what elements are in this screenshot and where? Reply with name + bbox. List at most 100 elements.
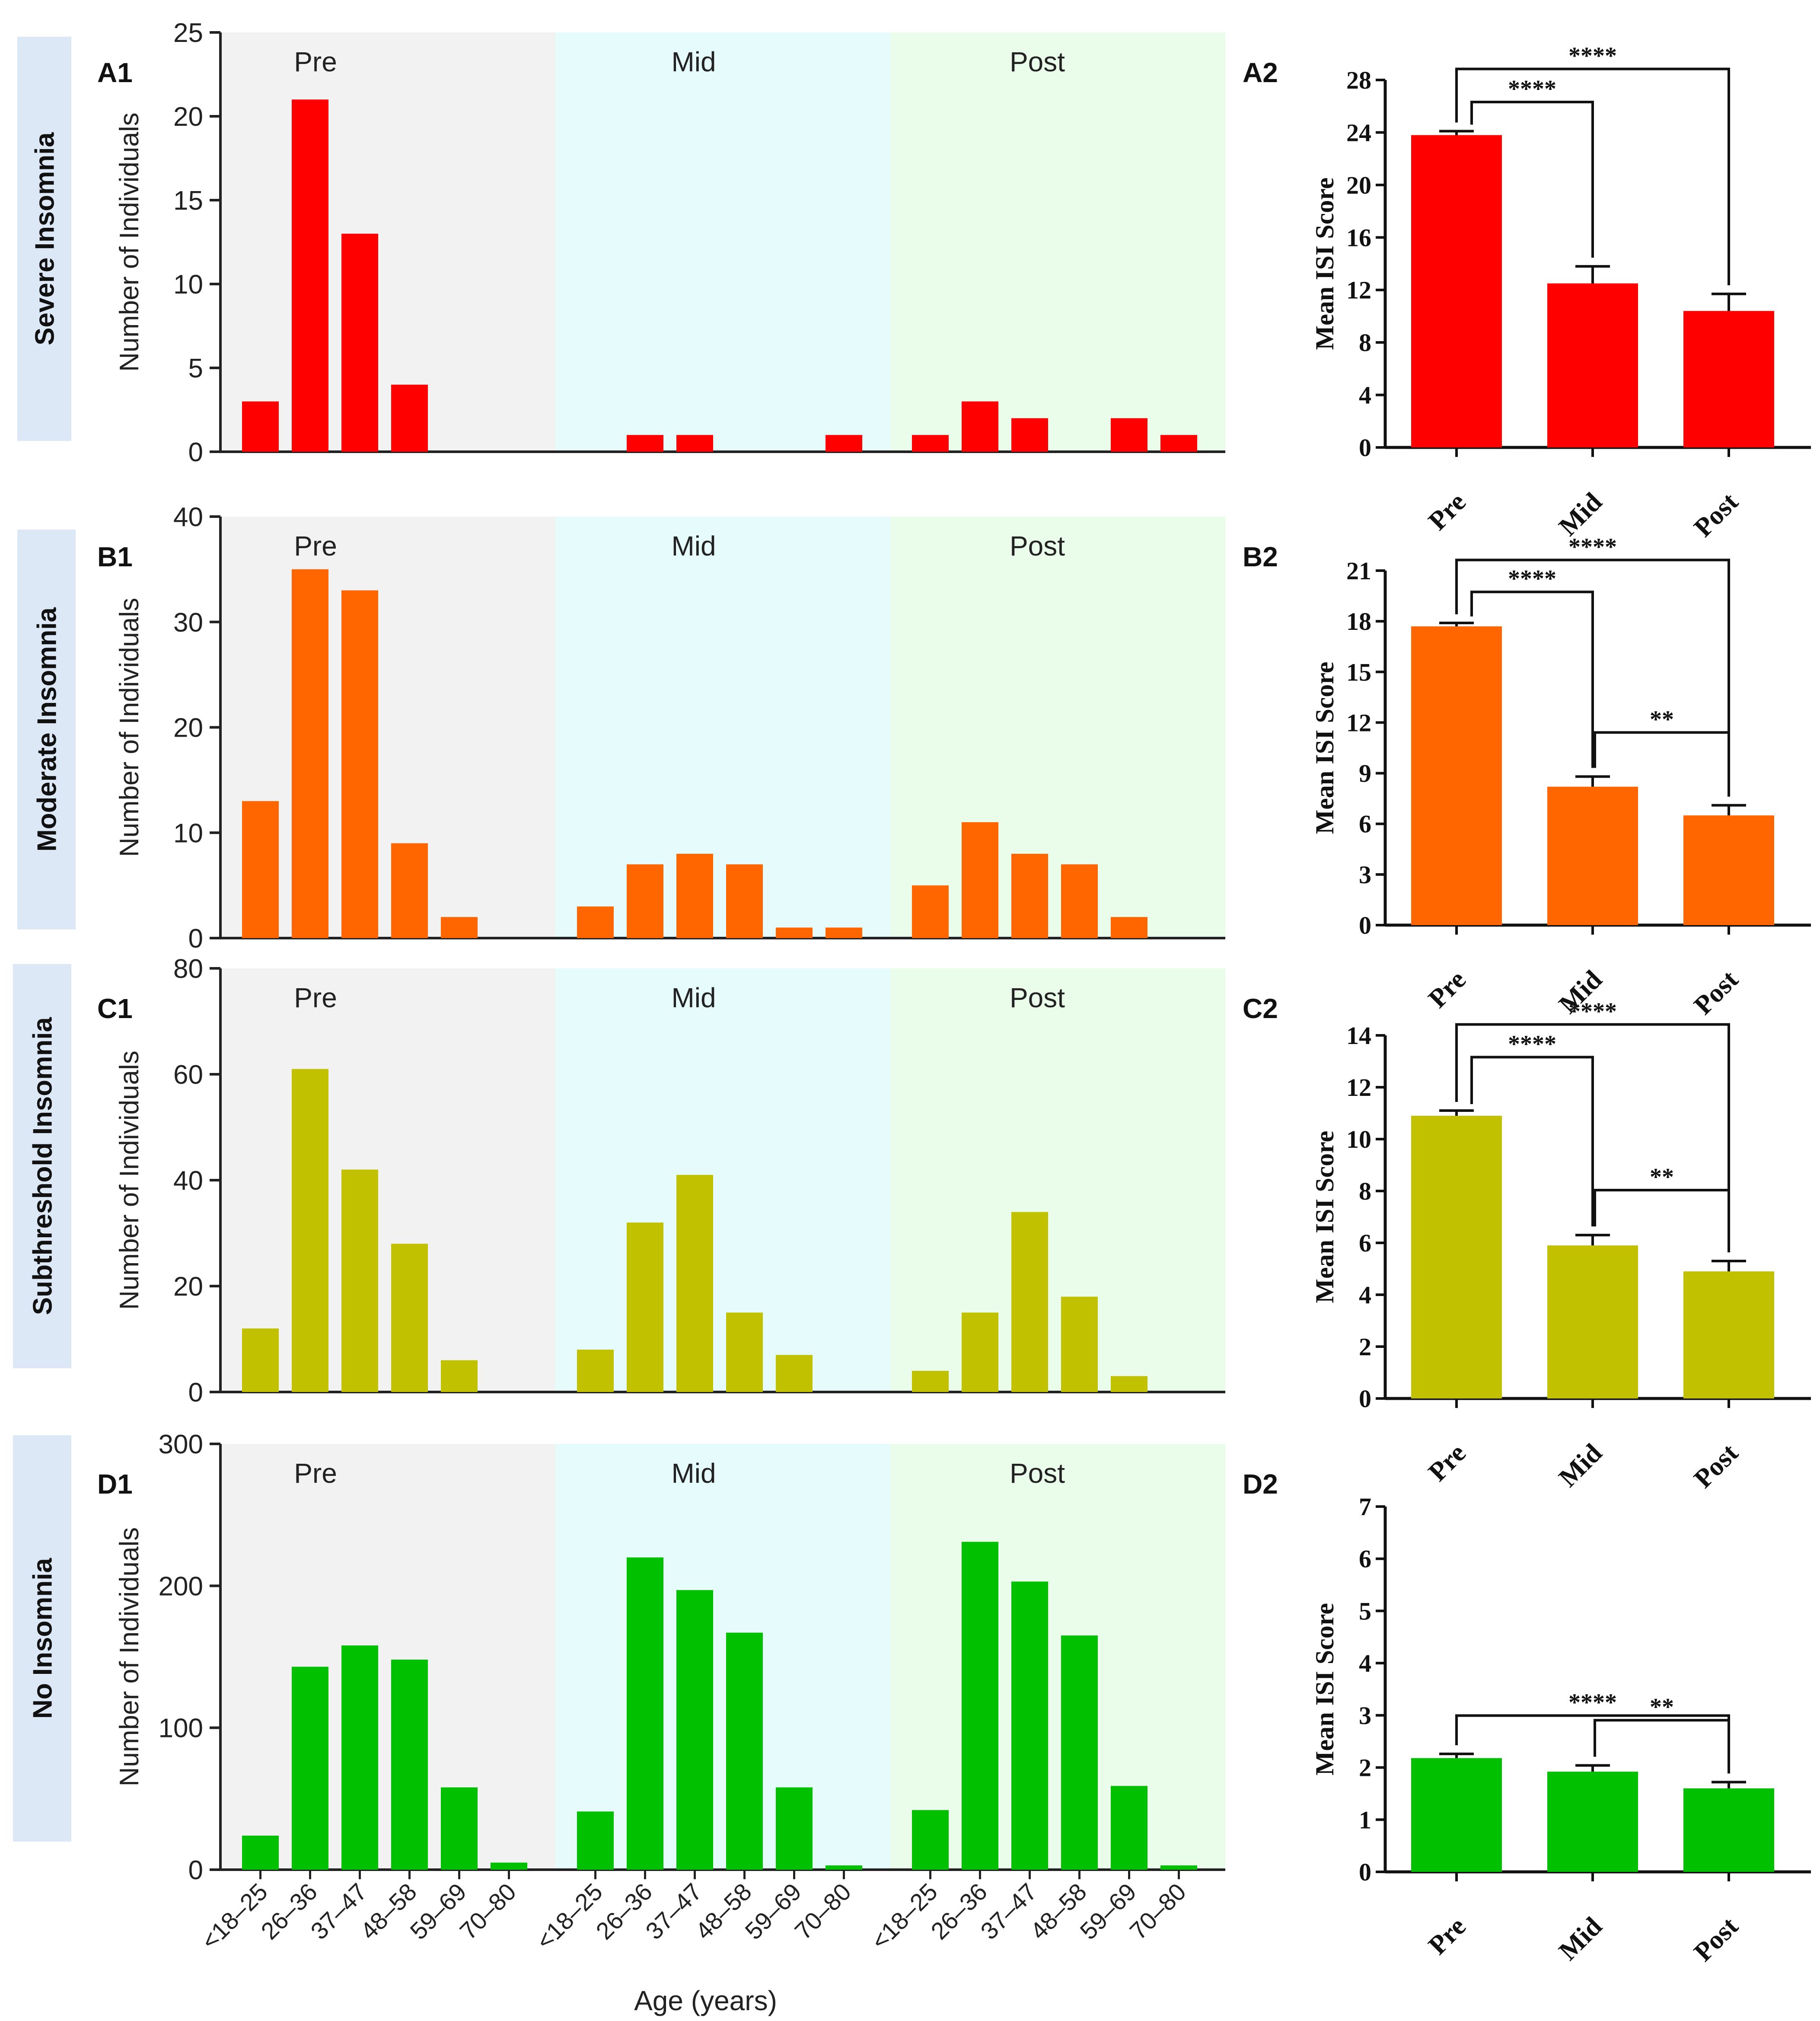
- bar-pre-1: [242, 1328, 279, 1392]
- bar-mid: [1547, 1772, 1638, 1872]
- y-axis-title: Mean ISI Score: [1310, 1603, 1339, 1775]
- period-label: Post: [1010, 982, 1065, 1013]
- period-background-pre: [220, 968, 555, 1392]
- y-axis-title: Mean ISI Score: [1310, 1131, 1339, 1303]
- period-background-post: [890, 32, 1225, 452]
- period-background-mid: [555, 32, 890, 452]
- y-tick-label: 15: [173, 186, 203, 216]
- panel-label: A2: [1243, 57, 1278, 88]
- row-label-1: Severe Insomnia: [17, 37, 71, 441]
- y-tick-label: 6: [1359, 1545, 1371, 1573]
- significance-label: ****: [1568, 1689, 1617, 1716]
- row-label-text: Severe Insomnia: [30, 132, 60, 345]
- bar-mid-3: [676, 1175, 713, 1392]
- x-tick-label: <18–25: [196, 1878, 273, 1955]
- bar-mid-3: [676, 854, 713, 938]
- y-tick-label: 14: [1346, 1022, 1371, 1050]
- bar-pre-6: [491, 1862, 527, 1870]
- y-tick-label: 300: [159, 1430, 203, 1459]
- x-axis-title: Age (years): [634, 1985, 777, 2016]
- y-tick-label: 28: [1346, 66, 1371, 94]
- y-tick-label: 40: [173, 1166, 203, 1196]
- bar-post-6: [1160, 435, 1197, 452]
- row-label-box: [13, 964, 71, 1368]
- significance-label: ****: [1568, 43, 1617, 70]
- y-tick-label: 6: [1359, 810, 1371, 838]
- y-axis-title: Number of Individuals: [115, 112, 144, 372]
- x-tick-label: 37–47: [305, 1878, 372, 1945]
- x-tick-label: 48–58: [690, 1878, 757, 1945]
- y-tick-label: 9: [1359, 760, 1371, 788]
- x-tick-label: <18–25: [866, 1878, 943, 1955]
- significance-bracket: [1594, 731, 1730, 797]
- y-tick-label: 24: [1346, 118, 1371, 147]
- y-tick-label: 18: [1346, 607, 1371, 635]
- y-tick-label: 80: [173, 954, 203, 984]
- period-label: Mid: [671, 1458, 716, 1489]
- x-tick-label: 26–36: [925, 1878, 992, 1945]
- period-label: Pre: [294, 46, 337, 77]
- row-label-box: [17, 37, 71, 441]
- y-tick-label: 2: [1359, 1754, 1371, 1782]
- y-axis-title: Number of Individuals: [115, 598, 144, 857]
- y-axis-title: Number of Individuals: [115, 1527, 144, 1787]
- bar-pre-1: [242, 1836, 279, 1870]
- bar-post-4: [1061, 1296, 1098, 1392]
- period-label: Post: [1010, 1458, 1065, 1489]
- significance-bracket: [1470, 591, 1594, 768]
- x-tick-label: 26–36: [255, 1878, 322, 1945]
- chart-B1: Pre Mid Post 0 10 20 30 40 Number of Individuals…: [97, 502, 1225, 954]
- period-background-mid: [555, 968, 890, 1392]
- significance-label: ****: [1508, 565, 1556, 592]
- y-tick-label: 5: [188, 354, 203, 383]
- period-background-pre: [220, 1444, 555, 1870]
- bar-mid-5: [776, 1355, 813, 1392]
- bar-pre-3: [341, 1645, 378, 1870]
- significance-bracket: [1455, 559, 1730, 797]
- panel-label: B1: [97, 541, 133, 572]
- y-tick-label: 200: [159, 1571, 203, 1601]
- bar-post-1: [912, 1810, 949, 1870]
- bar-mid-1: [577, 1811, 614, 1870]
- bar-post-3: [1011, 854, 1048, 938]
- row-label-text: Subthreshold Insomnia: [28, 1017, 58, 1315]
- y-tick-label: 25: [173, 18, 203, 48]
- bar-pre-1: [242, 801, 279, 938]
- row-label-3: Subthreshold Insomnia: [13, 964, 71, 1368]
- period-label: Mid: [671, 530, 716, 562]
- bar-post-4: [1061, 1635, 1098, 1870]
- bar-post-2: [962, 822, 998, 938]
- y-axis-title: Mean ISI Score: [1310, 178, 1339, 350]
- period-background-mid: [555, 1444, 890, 1870]
- period-label: Post: [1010, 530, 1065, 562]
- x-tick-label: Mid: [1553, 1438, 1608, 1493]
- bar-mid-2: [627, 864, 663, 938]
- row-label-box: [13, 1435, 71, 1842]
- significance-bracket: [1470, 1056, 1594, 1226]
- row-label-text: No Insomnia: [28, 1558, 58, 1719]
- bar-pre-4: [391, 1660, 428, 1870]
- x-tick-label: Pre: [1423, 1912, 1472, 1960]
- row-label-text: Moderate Insomnia: [32, 607, 62, 852]
- y-tick-label: 3: [1359, 1702, 1371, 1730]
- significance-label: **: [1650, 1164, 1674, 1191]
- row-label-2: Moderate Insomnia: [17, 530, 76, 929]
- significance-bracket: [1455, 67, 1730, 285]
- bar-pre: [1411, 1758, 1502, 1872]
- significance-bracket: [1455, 1023, 1730, 1252]
- x-tick-label: 59–69: [739, 1878, 806, 1945]
- bar-pre-2: [292, 1667, 328, 1870]
- bar-post-3: [1011, 1581, 1048, 1870]
- bar-post-1: [912, 435, 949, 452]
- y-tick-label: 20: [173, 1272, 203, 1302]
- period-label: Mid: [671, 46, 716, 77]
- bar-mid-2: [627, 435, 663, 452]
- bar-pre-3: [341, 233, 378, 452]
- significance-bracket: [1594, 1719, 1730, 1774]
- panel-label: D2: [1243, 1469, 1278, 1500]
- y-tick-label: 0: [1359, 911, 1371, 939]
- y-tick-label: 0: [1359, 1385, 1371, 1413]
- x-tick-label: Pre: [1423, 1438, 1472, 1487]
- bar-pre-2: [292, 99, 328, 452]
